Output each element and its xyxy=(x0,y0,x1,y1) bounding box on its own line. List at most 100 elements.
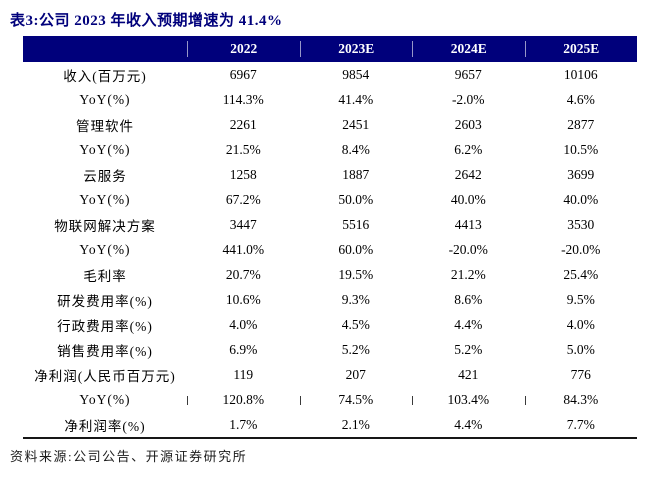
cell-2023e: 60.0% xyxy=(338,241,374,257)
cell-2022: 1258 xyxy=(229,166,257,182)
cell-2022: 6.9% xyxy=(229,341,258,357)
row-label: 管理软件 xyxy=(76,118,134,134)
cell-2022: 441.0% xyxy=(222,241,265,257)
cell-2023e: 8.4% xyxy=(341,141,370,157)
cell-2024e: 5.2% xyxy=(454,341,483,357)
row-label: 净利润率(%) xyxy=(64,418,146,434)
cell-2025e: 4.6% xyxy=(566,91,595,107)
column-boundary-tick xyxy=(524,396,526,405)
cell-2025e: 4.0% xyxy=(566,316,595,332)
table-row: 云服务 1258 1887 2642 3699 xyxy=(23,162,637,187)
row-label: 物联网解决方案 xyxy=(54,218,156,234)
cell-2022: 10.6% xyxy=(225,291,261,307)
cell-2025e: 84.3% xyxy=(563,391,599,407)
cell-2023e: 19.5% xyxy=(338,266,374,282)
cell-2024e: 21.2% xyxy=(450,266,486,282)
table-row: YoY(%) 120.8% 74.5% 103.4% 84.3% xyxy=(23,387,637,412)
cell-2025e: 25.4% xyxy=(563,266,599,282)
cell-2024e: 40.0% xyxy=(450,191,486,207)
row-label: 毛利率 xyxy=(83,268,127,284)
row-label: 云服务 xyxy=(83,168,127,184)
cell-2024e: 8.6% xyxy=(454,291,483,307)
cell-2022: 114.3% xyxy=(222,91,264,107)
cell-2025e: 2877 xyxy=(567,116,595,132)
cell-2023e: 5.2% xyxy=(341,341,370,357)
table-row: 毛利率 20.7% 19.5% 21.2% 25.4% xyxy=(23,262,637,287)
cell-2023e: 9854 xyxy=(342,66,370,82)
cell-2025e: 3699 xyxy=(567,166,595,182)
row-label: 收入(百万元) xyxy=(63,68,147,84)
financial-forecast-table: 2022 2023E 2024E 2025E 收入(百万元) 6967 9854… xyxy=(23,36,637,439)
cell-2024e: -20.0% xyxy=(448,241,488,257)
cell-2022: 119 xyxy=(233,366,254,382)
cell-2025e: -20.0% xyxy=(561,241,601,257)
column-boundary-tick xyxy=(187,396,188,405)
cell-2022: 67.2% xyxy=(225,191,261,207)
header-cell-2024e: 2024E xyxy=(412,41,525,57)
cell-2024e: 421 xyxy=(458,366,479,382)
cell-2023e: 4.5% xyxy=(341,316,370,332)
cell-2024e: 103.4% xyxy=(447,391,490,407)
cell-2022: 21.5% xyxy=(225,141,261,157)
cell-2024e: -2.0% xyxy=(451,91,485,107)
row-label: 销售费用率(%) xyxy=(57,343,153,359)
cell-2025e: 5.0% xyxy=(566,341,595,357)
cell-2023e: 50.0% xyxy=(338,191,374,207)
cell-2025e: 10106 xyxy=(563,66,598,82)
cell-2025e: 10.5% xyxy=(563,141,599,157)
row-label: YoY(%) xyxy=(79,141,131,157)
cell-2024e: 9657 xyxy=(454,66,482,82)
cell-2022: 120.8% xyxy=(222,391,265,407)
cell-2022: 1.7% xyxy=(229,416,258,432)
row-label: YoY(%) xyxy=(79,391,131,407)
table-row: YoY(%) 114.3% 41.4% -2.0% 4.6% xyxy=(23,87,637,112)
cell-2024e: 4413 xyxy=(454,216,482,232)
header-cell-2023e: 2023E xyxy=(299,41,413,57)
table-header-row: 2022 2023E 2024E 2025E xyxy=(23,36,637,62)
cell-2024e: 6.2% xyxy=(454,141,483,157)
cell-2023e: 9.3% xyxy=(341,291,370,307)
table-row: 销售费用率(%) 6.9% 5.2% 5.2% 5.0% xyxy=(23,337,637,362)
row-label: YoY(%) xyxy=(79,241,131,257)
cell-2022: 6967 xyxy=(229,66,257,82)
table-row: 净利润率(%) 1.7% 2.1% 4.4% 7.7% xyxy=(23,412,637,437)
table-row: 研发费用率(%) 10.6% 9.3% 8.6% 9.5% xyxy=(23,287,637,312)
table-row: 物联网解决方案 3447 5516 4413 3530 xyxy=(23,212,637,237)
column-boundary-tick xyxy=(299,396,301,405)
table-row: YoY(%) 67.2% 50.0% 40.0% 40.0% xyxy=(23,187,637,212)
cell-2025e: 7.7% xyxy=(566,416,595,432)
cell-2025e: 776 xyxy=(570,366,591,382)
table-body: 收入(百万元) 6967 9854 9657 10106 YoY(%) 114.… xyxy=(23,62,637,439)
table-row: 管理软件 2261 2451 2603 2877 xyxy=(23,112,637,137)
row-label: YoY(%) xyxy=(79,91,131,107)
cell-2024e: 2642 xyxy=(454,166,482,182)
cell-2022: 20.7% xyxy=(225,266,261,282)
cell-2022: 3447 xyxy=(229,216,257,232)
row-label: YoY(%) xyxy=(79,191,131,207)
cell-2025e: 9.5% xyxy=(566,291,595,307)
cell-2024e: 4.4% xyxy=(454,416,483,432)
source-note: 资料来源:公司公告、开源证券研究所 xyxy=(10,449,248,464)
cell-2023e: 41.4% xyxy=(338,91,374,107)
table-row: YoY(%) 441.0% 60.0% -20.0% -20.0% xyxy=(23,237,637,262)
row-label: 行政费用率(%) xyxy=(57,318,153,334)
header-cell-2022: 2022 xyxy=(187,41,300,57)
table-title: 表3:公司 2023 年收入预期增速为 41.4% xyxy=(10,13,283,29)
table-row: 行政费用率(%) 4.0% 4.5% 4.4% 4.0% xyxy=(23,312,637,337)
table-row: 收入(百万元) 6967 9854 9657 10106 xyxy=(23,62,637,87)
table-row: 净利润(人民币百万元) 119 207 421 776 xyxy=(23,362,637,387)
cell-2022: 4.0% xyxy=(229,316,258,332)
cell-2025e: 40.0% xyxy=(563,191,599,207)
cell-2023e: 207 xyxy=(345,366,366,382)
cell-2023e: 2.1% xyxy=(341,416,370,432)
header-cell-2025e: 2025E xyxy=(524,41,638,57)
cell-2023e: 5516 xyxy=(342,216,370,232)
cell-2024e: 2603 xyxy=(454,116,482,132)
row-label: 研发费用率(%) xyxy=(57,293,153,309)
column-boundary-tick xyxy=(412,396,413,405)
cell-2022: 2261 xyxy=(229,116,257,132)
cell-2024e: 4.4% xyxy=(454,316,483,332)
row-label: 净利润(人民币百万元) xyxy=(34,368,176,384)
table-row: YoY(%) 21.5% 8.4% 6.2% 10.5% xyxy=(23,137,637,162)
cell-2025e: 3530 xyxy=(567,216,595,232)
